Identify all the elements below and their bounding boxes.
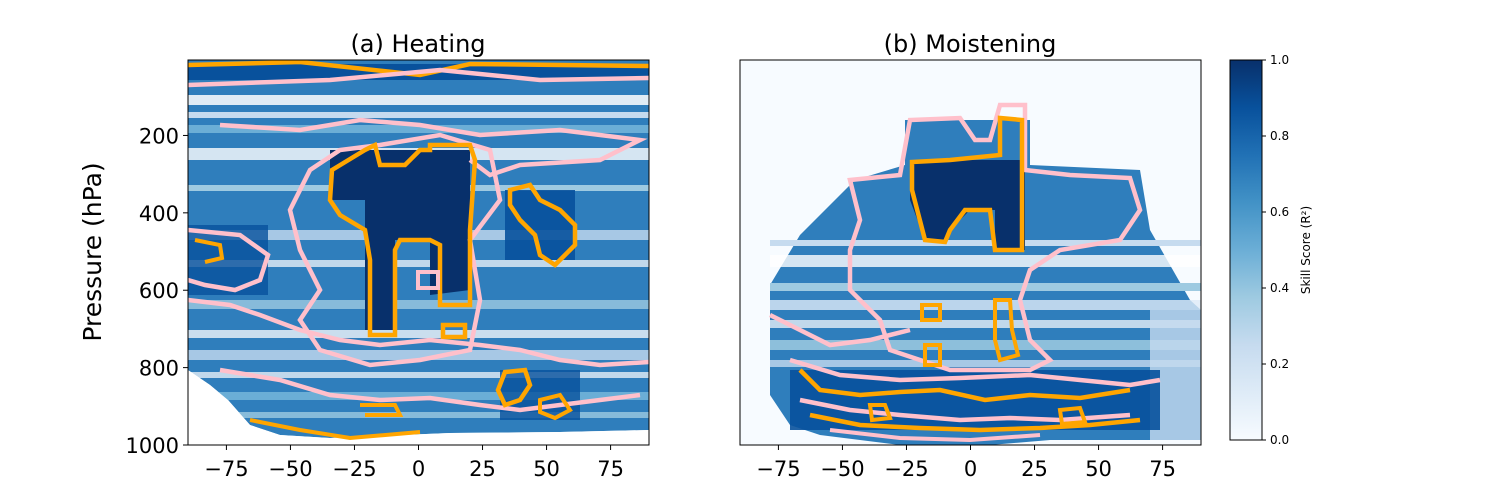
colorbar-label: Skill Score (R²) (1299, 206, 1313, 294)
moistening-x-tick-label: 75 (1149, 457, 1176, 481)
heating-y-ticks: 200 400 600 800 1000 (126, 124, 188, 458)
heating-y-tick-label: 400 (139, 202, 179, 226)
moistening-heatmap (740, 60, 1201, 445)
heating-y-tick-label: 600 (139, 279, 179, 303)
panel-a-title: (a) Heating (350, 30, 485, 58)
moistening-x-tick-label: −25 (884, 457, 928, 481)
heating-y-tick-label: 200 (139, 124, 179, 148)
heating-y-tick-label: 800 (139, 357, 179, 381)
colorbar-tick-label: 0.6 (1270, 205, 1289, 219)
colorbar-tick-label: 0.2 (1270, 357, 1289, 371)
heating-x-tick-label: 50 (533, 457, 560, 481)
heating-x-tick-label: 75 (597, 457, 624, 481)
heating-y-tick-label: 1000 (126, 434, 179, 458)
panel-heating: (a) Heating (78, 30, 650, 481)
colorbar-tick-label: 0.4 (1270, 281, 1289, 295)
colorbar-gradient (1229, 59, 1263, 441)
y-axis-label: Pressure (hPa) (78, 162, 107, 341)
heating-x-tick-label: −50 (268, 457, 312, 481)
heating-x-tick-label: −25 (332, 457, 376, 481)
heating-x-tick-label: 25 (469, 457, 496, 481)
moistening-x-tick-label: 50 (1085, 457, 1112, 481)
heating-x-tick-label: 0 (412, 457, 425, 481)
colorbar-tick-label: 1.0 (1270, 53, 1289, 67)
colorbar-tick-label: 0.8 (1270, 129, 1289, 143)
heating-x-tick-label: −75 (204, 457, 248, 481)
moistening-x-ticks: −75 −50 −25 0 25 50 75 (756, 445, 1176, 481)
colorbar: 0.0 0.2 0.4 0.6 0.8 1.0 Skill Score (R²) (1229, 53, 1313, 447)
moistening-x-tick-label: −50 (820, 457, 864, 481)
moistening-x-tick-label: 25 (1021, 457, 1048, 481)
panel-moistening: (b) Moistening (739, 30, 1202, 481)
panel-b-title: (b) Moistening (884, 30, 1057, 58)
heating-x-ticks: −75 −50 −25 0 25 50 75 (204, 445, 624, 481)
moistening-x-tick-label: −75 (756, 457, 800, 481)
moistening-x-tick-label: 0 (964, 457, 977, 481)
moistening-core (910, 160, 1025, 250)
colorbar-ticks: 0.0 0.2 0.4 0.6 0.8 1.0 (1262, 53, 1289, 447)
colorbar-tick-label: 0.0 (1270, 433, 1289, 447)
heating-heatmap (188, 60, 649, 445)
